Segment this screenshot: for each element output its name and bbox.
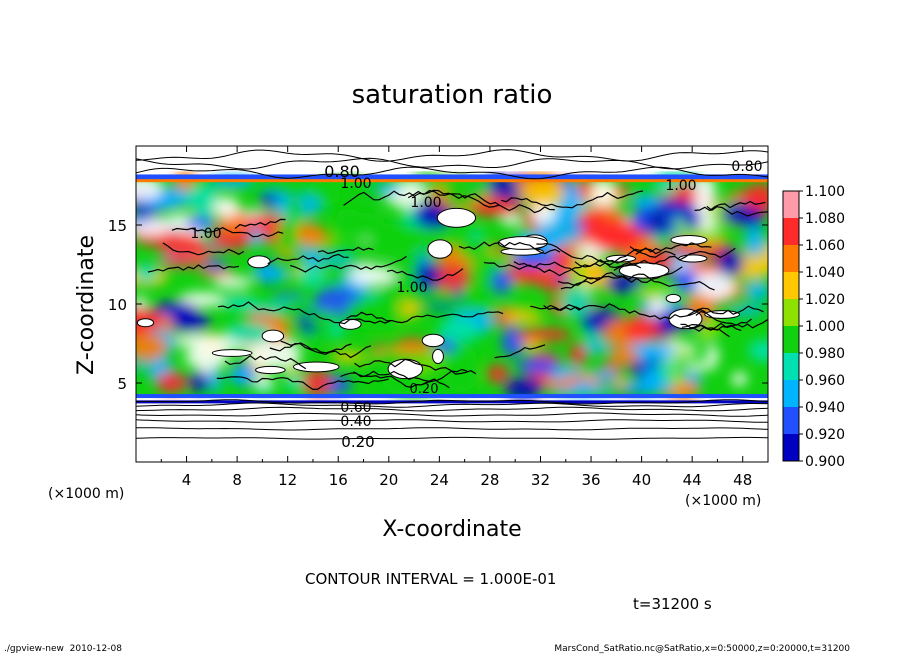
colorbar-band — [783, 191, 799, 218]
x-tick-label: 44 — [683, 471, 702, 489]
footer-right: MarsCond_SatRatio.nc@SatRatio,x=0:50000,… — [554, 644, 850, 654]
colorbar-label: 1.080 — [805, 211, 845, 227]
chart-title: saturation ratio — [352, 80, 553, 110]
contour-label: 1.00 — [410, 195, 441, 211]
colorbar-band — [783, 380, 799, 407]
x-axis-ticks: 4 8 12 16 20 24 28 32 36 40 44 48 — [160, 146, 752, 489]
y-axis-unit: (×1000 m) — [48, 486, 124, 502]
x-tick-label: 16 — [329, 471, 348, 489]
contour-label: 1.00 — [665, 178, 696, 194]
contour-label: 1.00 — [340, 176, 371, 192]
x-tick-label: 36 — [581, 471, 600, 489]
contour-label: 0.20 — [341, 433, 374, 451]
x-tick-label: 24 — [430, 471, 449, 489]
colorbar-label: 0.900 — [805, 454, 845, 470]
colorbar-band — [783, 407, 799, 434]
colorbar-band — [783, 218, 799, 245]
colorbar-band — [783, 434, 799, 461]
contour-label: 1.00 — [190, 226, 221, 242]
contour-label: 0.20 — [410, 382, 439, 397]
time-stamp: t=31200 s — [633, 595, 712, 613]
x-tick-label: 20 — [379, 471, 398, 489]
y-axis-label: Z-coordinate — [74, 235, 99, 375]
y-tick-label: 10 — [108, 296, 127, 314]
x-tick-label: 40 — [632, 471, 651, 489]
contour-labels: 0.801.001.001.001.001.000.800.200.600.40… — [190, 159, 762, 451]
contour-label: 0.60 — [340, 400, 371, 416]
contour-label: 1.00 — [396, 280, 427, 296]
plot-area — [136, 146, 768, 462]
x-axis-label: X-coordinate — [382, 517, 521, 542]
colorbar-label: 1.060 — [805, 238, 845, 254]
colorbar-label: 0.960 — [805, 373, 845, 389]
contour-interval-note: CONTOUR INTERVAL = 1.000E-01 — [305, 570, 556, 588]
x-tick-label: 28 — [480, 471, 499, 489]
colorbar-band — [783, 353, 799, 380]
y-tick-label: 15 — [108, 217, 127, 235]
colorbar-label: 1.000 — [805, 319, 845, 335]
contour-label: 0.40 — [340, 414, 371, 430]
colorbar-label: 1.040 — [805, 265, 845, 281]
y-axis-ticks: 5 10 15 — [108, 217, 768, 393]
x-tick-label: 32 — [531, 471, 550, 489]
colorbar-band — [783, 272, 799, 299]
x-tick-label: 12 — [278, 471, 297, 489]
contour-label: 0.80 — [731, 159, 762, 175]
contour-lines — [136, 149, 768, 440]
colorbar-label: 0.980 — [805, 346, 845, 362]
saturation-field — [136, 146, 768, 462]
colorbar-band — [783, 326, 799, 353]
colorbar-band — [783, 245, 799, 272]
colorbar-label: 1.100 — [805, 184, 845, 200]
y-tick-label: 5 — [117, 375, 127, 393]
footer-left: ./gpview-new 2010-12-08 — [4, 644, 122, 654]
colorbar-band — [783, 299, 799, 326]
x-axis-unit: (×1000 m) — [685, 493, 761, 509]
colorbar-label: 0.920 — [805, 427, 845, 443]
colorbar: 1.100 1.080 1.060 1.040 1.020 1.000 0.980 0.960… — [782, 184, 845, 470]
colorbar-label: 0.940 — [805, 400, 845, 416]
contour-label: 0.80 — [324, 162, 360, 181]
colorbar-label: 1.020 — [805, 292, 845, 308]
x-tick-label: 48 — [733, 471, 752, 489]
x-tick-label: 8 — [232, 471, 242, 489]
x-tick-label: 4 — [182, 471, 192, 489]
